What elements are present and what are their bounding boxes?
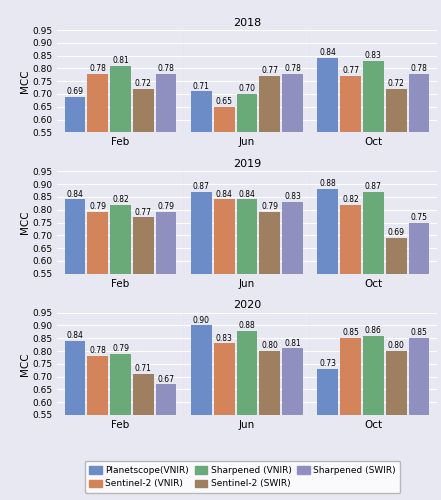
Text: 0.75: 0.75	[411, 212, 427, 222]
Text: 0.67: 0.67	[157, 374, 175, 384]
Bar	[64, 200, 85, 414]
Bar	[156, 74, 176, 273]
Text: 0.86: 0.86	[365, 326, 382, 335]
Bar	[363, 60, 384, 273]
Bar	[191, 192, 212, 414]
Text: 0.80: 0.80	[388, 341, 404, 350]
Text: 0.84: 0.84	[239, 190, 255, 198]
Bar	[318, 369, 338, 500]
Text: 0.83: 0.83	[365, 51, 382, 60]
Legend: Planetscope(VNIR), Sentinel-2 (VNIR), Sharpened (VNIR), Sentinel-2 (SWIR), Sharp: Planetscope(VNIR), Sentinel-2 (VNIR), Sh…	[85, 462, 400, 493]
Bar	[237, 94, 257, 273]
Text: 0.81: 0.81	[112, 56, 129, 65]
Text: 0.78: 0.78	[90, 346, 106, 356]
Bar	[237, 330, 257, 500]
Text: 0.83: 0.83	[216, 334, 232, 342]
Text: 0.78: 0.78	[158, 64, 175, 72]
Text: 0.77: 0.77	[135, 208, 152, 216]
Text: 0.84: 0.84	[67, 190, 83, 198]
Text: 0.87: 0.87	[193, 182, 210, 191]
Bar	[191, 326, 212, 500]
Text: 0.72: 0.72	[135, 79, 152, 88]
Bar	[259, 212, 280, 414]
Bar	[156, 212, 176, 414]
Bar	[409, 338, 430, 500]
Title: 2018: 2018	[233, 18, 261, 28]
Text: 0.69: 0.69	[388, 228, 405, 237]
Text: 0.71: 0.71	[193, 82, 210, 90]
Bar	[386, 351, 407, 500]
Text: 0.71: 0.71	[135, 364, 152, 374]
Bar	[282, 74, 303, 273]
Bar	[318, 189, 338, 414]
Bar	[340, 76, 361, 273]
Bar	[409, 222, 430, 414]
Text: 0.84: 0.84	[67, 331, 83, 340]
Text: 0.73: 0.73	[319, 359, 336, 368]
Text: 0.69: 0.69	[67, 87, 83, 96]
Bar	[191, 92, 212, 273]
Bar	[156, 384, 176, 500]
Text: 0.88: 0.88	[319, 180, 336, 188]
Text: 0.65: 0.65	[216, 97, 233, 106]
Y-axis label: MCC: MCC	[19, 70, 30, 93]
Text: 0.77: 0.77	[261, 66, 278, 76]
Bar	[259, 351, 280, 500]
Bar	[110, 204, 131, 414]
Bar	[64, 341, 85, 500]
Text: 0.78: 0.78	[411, 64, 427, 72]
Text: 0.72: 0.72	[388, 79, 404, 88]
Y-axis label: MCC: MCC	[19, 352, 30, 376]
Text: 0.77: 0.77	[342, 66, 359, 76]
Bar	[363, 192, 384, 414]
Text: 0.78: 0.78	[284, 64, 301, 72]
Title: 2019: 2019	[233, 159, 261, 169]
Bar	[110, 66, 131, 273]
Bar	[282, 348, 303, 500]
Bar	[110, 354, 131, 500]
Bar	[214, 344, 235, 500]
Bar	[340, 338, 361, 500]
Text: 0.79: 0.79	[112, 344, 129, 353]
Text: 0.79: 0.79	[157, 202, 175, 211]
Bar	[237, 200, 257, 414]
Bar	[386, 89, 407, 273]
Bar	[87, 356, 108, 500]
Text: 0.81: 0.81	[284, 338, 301, 347]
Bar	[282, 202, 303, 414]
Text: 0.83: 0.83	[284, 192, 301, 202]
Text: 0.85: 0.85	[411, 328, 427, 338]
Bar	[133, 89, 154, 273]
Text: 0.82: 0.82	[342, 195, 359, 204]
Bar	[64, 96, 85, 273]
Bar	[133, 218, 154, 414]
Bar	[87, 74, 108, 273]
Text: 0.78: 0.78	[90, 64, 106, 72]
Text: 0.79: 0.79	[261, 202, 278, 211]
Bar	[409, 74, 430, 273]
Bar	[318, 58, 338, 273]
Text: 0.70: 0.70	[239, 84, 255, 93]
Bar	[259, 76, 280, 273]
Bar	[363, 336, 384, 500]
Bar	[386, 238, 407, 414]
Text: 0.85: 0.85	[342, 328, 359, 338]
Text: 0.90: 0.90	[193, 316, 210, 324]
Bar	[214, 107, 235, 273]
Text: 0.84: 0.84	[319, 48, 336, 58]
Text: 0.82: 0.82	[112, 195, 129, 204]
Text: 0.80: 0.80	[262, 341, 278, 350]
Y-axis label: MCC: MCC	[19, 210, 30, 234]
Text: 0.84: 0.84	[216, 190, 232, 198]
Text: 0.79: 0.79	[89, 202, 106, 211]
Bar	[133, 374, 154, 500]
Text: 0.88: 0.88	[239, 321, 255, 330]
Title: 2020: 2020	[233, 300, 261, 310]
Bar	[340, 204, 361, 414]
Text: 0.87: 0.87	[365, 182, 382, 191]
Bar	[87, 212, 108, 414]
Bar	[214, 200, 235, 414]
